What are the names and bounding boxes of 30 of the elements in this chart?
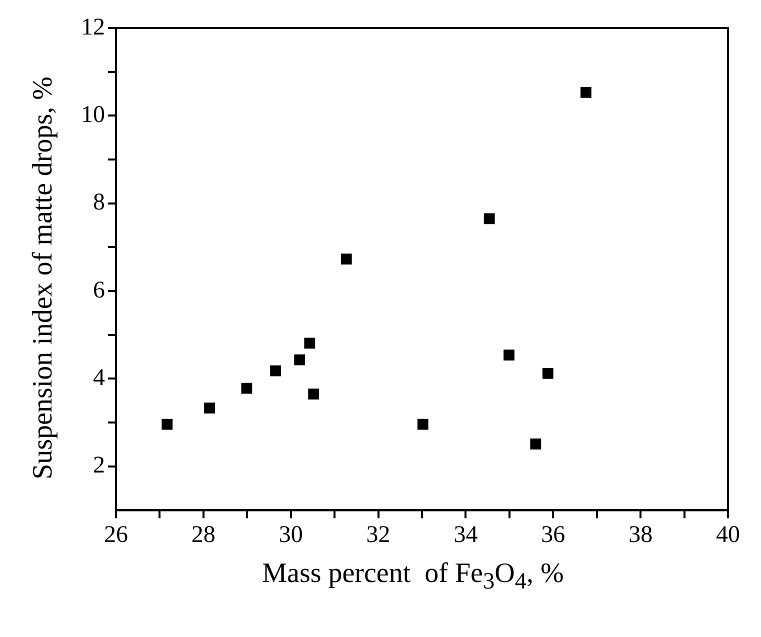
x-tick-label: 36: [541, 522, 566, 548]
point: [204, 402, 215, 414]
y-tick-label: 10: [81, 102, 105, 128]
point: [241, 382, 252, 394]
point: [162, 418, 173, 430]
point: [417, 418, 428, 430]
x-tick-label: 28: [191, 522, 216, 548]
x-axis-title: Mass percent of Fe$_{3}$O$_{4}$, %: [261, 558, 565, 596]
point: [504, 350, 514, 360]
point: [530, 438, 542, 450]
point: [580, 86, 592, 98]
x-tick-label: 38: [628, 522, 653, 548]
y-tick-label: 6: [93, 277, 105, 304]
y-tick-label: 2: [93, 452, 105, 479]
x-tick-label: 32: [366, 522, 390, 548]
point: [294, 354, 306, 366]
point: [484, 213, 495, 224]
point: [304, 338, 316, 349]
x-tick-label: 26: [104, 522, 128, 548]
point: [542, 368, 554, 379]
point: [308, 388, 320, 400]
x-tick-label: 40: [716, 522, 740, 548]
x-tick-label: 34: [454, 522, 478, 548]
point: [270, 365, 282, 376]
y-tick-label: 12: [81, 14, 105, 40]
point: [340, 254, 352, 264]
y-tick-label: 4: [93, 364, 105, 391]
y-tick-label: 8: [93, 190, 105, 216]
x-tick-label: 30: [278, 522, 303, 548]
y-axis-title: Suspension index of matte drops, %: [27, 76, 59, 480]
